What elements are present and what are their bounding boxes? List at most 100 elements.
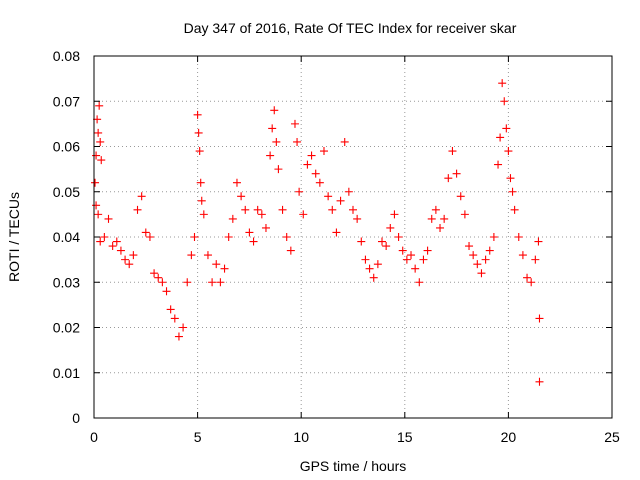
data-point [534, 237, 543, 246]
data-point [286, 246, 295, 255]
data-point [494, 160, 503, 169]
data-point [141, 228, 150, 237]
data-point [411, 264, 420, 273]
data-point [307, 151, 316, 160]
data-point [100, 233, 109, 241]
data-point [145, 233, 154, 241]
data-point [193, 110, 202, 119]
data-point [336, 196, 345, 205]
data-point [170, 314, 179, 323]
data-point [518, 251, 527, 260]
y-tick-label: 0.05 [53, 184, 80, 200]
data-point [373, 260, 382, 269]
data-point [402, 255, 411, 264]
x-tick-labels: 0 5 10 15 20 25 [90, 429, 620, 445]
data-point [514, 233, 523, 241]
data-point [96, 137, 105, 146]
y-tick-label: 0.04 [53, 229, 80, 245]
data-point [154, 273, 163, 282]
data-point [504, 147, 513, 156]
data-point [423, 246, 432, 255]
data-point [293, 137, 302, 146]
data-point [158, 278, 167, 287]
data-point [220, 264, 229, 273]
data-point [390, 210, 399, 219]
data-point [91, 178, 100, 187]
data-point [444, 174, 453, 183]
data-point [266, 151, 275, 160]
data-point [498, 79, 507, 88]
data-point [224, 233, 233, 241]
data-point [440, 214, 449, 223]
data-point [506, 174, 515, 183]
data-point [199, 210, 208, 219]
data-point [194, 128, 203, 137]
data-point [469, 251, 478, 260]
data-point [328, 205, 337, 214]
data-point [431, 205, 440, 214]
data-point [510, 205, 519, 214]
y-axis-label: ROTI / TECUs [6, 192, 22, 282]
data-point [344, 187, 353, 196]
data-point [133, 205, 142, 214]
data-point [500, 97, 509, 106]
data-point [94, 210, 103, 219]
data-point [324, 192, 333, 201]
data-point [228, 214, 237, 223]
data-point [365, 264, 374, 273]
data-point [272, 137, 281, 146]
data-point [473, 260, 482, 269]
data-point [319, 147, 328, 156]
data-point [527, 278, 536, 287]
data-point [353, 214, 362, 223]
data-point [415, 278, 424, 287]
y-tick-label: 0.08 [53, 48, 80, 64]
data-point [212, 260, 221, 269]
data-point [92, 201, 101, 210]
y-tick-label: 0.06 [53, 139, 80, 155]
data-point [452, 169, 461, 178]
data-point [427, 214, 436, 223]
data-point [496, 133, 505, 142]
data-point [311, 169, 320, 178]
data-point [419, 255, 428, 264]
data-point [94, 128, 103, 137]
data-point [268, 124, 277, 133]
x-axis-label: GPS time / hours [300, 458, 407, 474]
data-point [290, 119, 299, 128]
data-point [261, 223, 270, 232]
data-point [502, 124, 511, 133]
y-tick-label: 0 [72, 410, 80, 426]
ticks-layer [93, 55, 613, 419]
data-point [535, 314, 544, 323]
data-point [448, 147, 457, 156]
data-point [357, 237, 366, 246]
data-point [116, 246, 125, 255]
data-point [340, 137, 349, 146]
data-point [257, 210, 266, 219]
data-point [95, 101, 104, 110]
data-point [349, 205, 357, 214]
x-tick-label: 10 [293, 429, 309, 445]
data-point [270, 106, 279, 115]
x-tick-label: 20 [501, 429, 517, 445]
data-point [456, 192, 465, 201]
x-tick-label: 25 [604, 429, 620, 445]
data-point [196, 178, 205, 187]
y-tick-labels: 0 0.01 0.02 0.03 0.04 0.05 0.06 0.07 0.08 [53, 48, 80, 426]
data-point [278, 205, 287, 214]
x-tick-label: 15 [397, 429, 413, 445]
data-point [150, 269, 159, 278]
data-point [303, 160, 312, 169]
data-point [485, 246, 494, 255]
data-point [208, 278, 217, 287]
data-point [460, 210, 469, 219]
data-point [315, 178, 324, 187]
data-point [190, 233, 199, 241]
y-tick-label: 0.02 [53, 320, 80, 336]
data-point [97, 156, 106, 165]
data-point [274, 165, 283, 174]
data-point [523, 273, 532, 282]
data-point [129, 251, 138, 260]
